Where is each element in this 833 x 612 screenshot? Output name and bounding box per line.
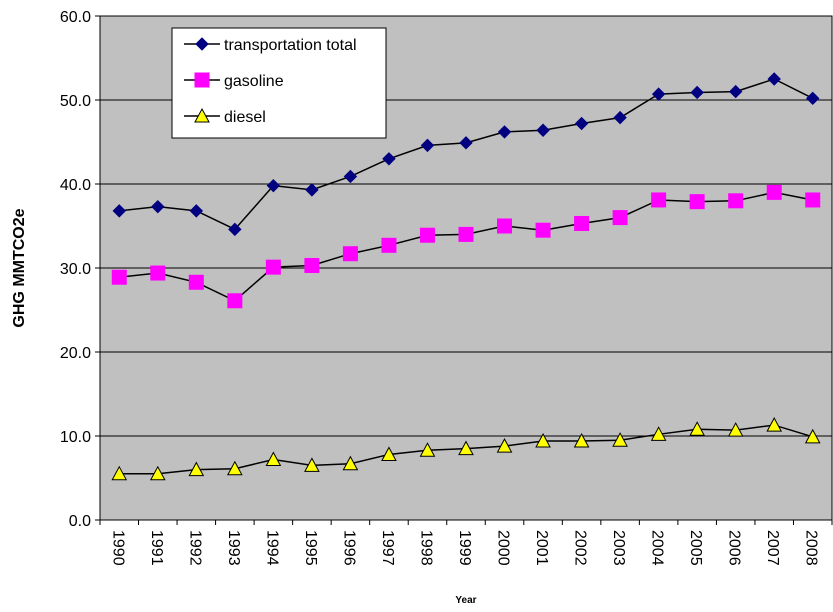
marker	[150, 265, 166, 281]
marker	[650, 426, 667, 441]
marker	[651, 192, 667, 208]
marker	[112, 204, 126, 218]
marker	[613, 110, 627, 125]
marker	[381, 237, 397, 253]
y-axis-title: GHG MMTCO2e	[11, 208, 28, 327]
marker	[304, 457, 320, 472]
marker	[419, 442, 436, 457]
x-tick-label: 1996	[340, 530, 357, 566]
x-tick-label: 2008	[803, 530, 820, 566]
marker	[805, 192, 821, 208]
x-tick-label: 2006	[726, 530, 743, 566]
x-tick-label: 1990	[109, 530, 126, 566]
legend-label: gasoline	[224, 73, 284, 90]
x-tick-label: 1991	[148, 530, 165, 566]
x-tick-label: 2005	[687, 530, 704, 566]
marker	[573, 432, 590, 448]
marker	[111, 465, 128, 481]
marker	[612, 432, 628, 447]
marker	[574, 215, 590, 231]
marker	[342, 246, 358, 262]
legend-label: transportation total	[224, 37, 357, 54]
x-tick-label: 1998	[417, 530, 434, 566]
marker	[342, 455, 359, 471]
marker	[690, 85, 704, 100]
marker	[227, 293, 243, 309]
marker	[458, 226, 474, 242]
marker	[767, 72, 781, 86]
marker	[188, 461, 205, 477]
plot-border	[99, 15, 833, 521]
x-tick-label: 2004	[649, 530, 666, 566]
x-tick-label: 1992	[186, 530, 203, 566]
marker	[689, 421, 705, 436]
marker	[574, 116, 589, 131]
legend-marker	[194, 107, 210, 123]
marker	[381, 446, 397, 461]
marker	[535, 222, 551, 238]
x-tick-label: 2000	[495, 530, 512, 566]
marker	[420, 138, 435, 153]
marker	[806, 91, 820, 106]
marker	[728, 193, 744, 209]
x-tick-label: 2003	[610, 530, 627, 566]
marker	[651, 87, 666, 101]
x-tick-label: 1995	[302, 530, 319, 566]
marker	[612, 210, 628, 226]
marker	[766, 184, 782, 200]
marker	[766, 417, 783, 432]
y-tick-label: 60.0	[60, 9, 91, 26]
x-tick-label: 2007	[764, 530, 781, 566]
marker	[728, 84, 743, 99]
marker	[496, 438, 513, 453]
marker	[727, 422, 744, 437]
marker	[343, 169, 358, 184]
legend-marker	[194, 72, 210, 88]
marker	[458, 440, 474, 456]
marker	[151, 199, 165, 214]
marker	[265, 259, 281, 275]
x-axis-title: Year	[455, 595, 476, 606]
y-tick-label: 40.0	[60, 177, 91, 194]
marker	[265, 451, 282, 467]
y-tick-label: 20.0	[60, 345, 91, 362]
x-tick-label: 2001	[533, 530, 550, 566]
marker	[149, 465, 166, 481]
marker	[382, 152, 396, 166]
marker	[419, 227, 435, 243]
y-tick-label: 0.0	[69, 513, 91, 530]
marker	[459, 136, 473, 150]
legend-label: diesel	[224, 109, 266, 126]
x-tick-label: 2002	[572, 530, 589, 566]
marker	[497, 125, 512, 139]
marker	[536, 123, 550, 137]
x-tick-label: 1999	[456, 530, 473, 566]
marker	[305, 183, 319, 197]
marker	[228, 222, 242, 237]
marker	[111, 269, 127, 285]
marker	[535, 432, 551, 448]
x-tick-label: 1993	[225, 530, 242, 566]
marker	[266, 178, 281, 193]
marker	[227, 460, 243, 476]
legend-marker	[195, 37, 209, 51]
x-tick-label: 1997	[379, 530, 396, 566]
marker	[804, 428, 821, 444]
y-tick-label: 30.0	[60, 261, 91, 278]
x-tick-label: 1994	[263, 530, 280, 566]
marker	[188, 274, 204, 290]
marker	[497, 218, 513, 234]
marker	[304, 257, 320, 273]
y-tick-label: 50.0	[60, 93, 91, 110]
marker	[689, 194, 705, 210]
y-tick-label: 10.0	[60, 429, 91, 446]
marker	[189, 204, 204, 218]
